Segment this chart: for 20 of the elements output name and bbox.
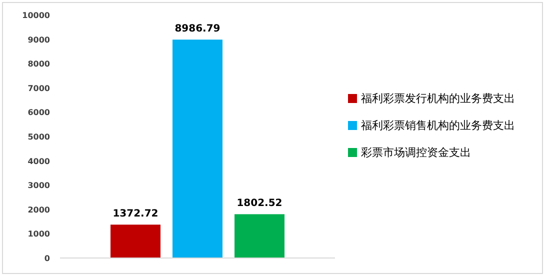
y-tick-label: 1000 bbox=[28, 230, 50, 239]
y-tick-label: 7000 bbox=[28, 84, 50, 93]
y-tick-label: 6000 bbox=[28, 108, 50, 118]
data-label: 1802.52 bbox=[236, 198, 282, 210]
data-label: 1372.72 bbox=[112, 208, 158, 220]
y-tick-label: 10000 bbox=[22, 11, 50, 20]
bar bbox=[110, 224, 160, 258]
legend-label: 福利彩票销售机构的业务费支出 bbox=[361, 119, 515, 132]
y-tick-label: 4000 bbox=[28, 156, 50, 166]
y-tick-label: 3000 bbox=[28, 181, 50, 190]
y-tick-label: 2000 bbox=[28, 205, 50, 214]
y-tick-label: 8000 bbox=[28, 60, 50, 69]
y-tick-label: 5000 bbox=[28, 132, 50, 142]
legend-label: 彩票市场调控资金支出 bbox=[361, 146, 471, 159]
bar bbox=[234, 214, 284, 258]
bar bbox=[172, 40, 222, 258]
y-tick-label: 0 bbox=[44, 254, 50, 263]
data-label: 8986.79 bbox=[174, 24, 220, 35]
legend-label: 福利彩票发行机构的业务费支出 bbox=[361, 92, 515, 105]
y-tick-label: 9000 bbox=[28, 35, 50, 44]
